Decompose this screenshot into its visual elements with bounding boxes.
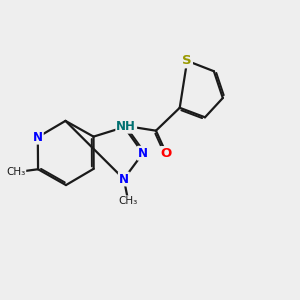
Text: CH₃: CH₃ bbox=[119, 196, 138, 206]
Text: CH₃: CH₃ bbox=[6, 167, 26, 177]
Text: O: O bbox=[161, 147, 172, 160]
Text: S: S bbox=[182, 54, 192, 67]
Text: NH: NH bbox=[116, 120, 136, 133]
Text: N: N bbox=[119, 172, 129, 185]
Text: N: N bbox=[33, 130, 43, 144]
Text: N: N bbox=[138, 147, 148, 160]
